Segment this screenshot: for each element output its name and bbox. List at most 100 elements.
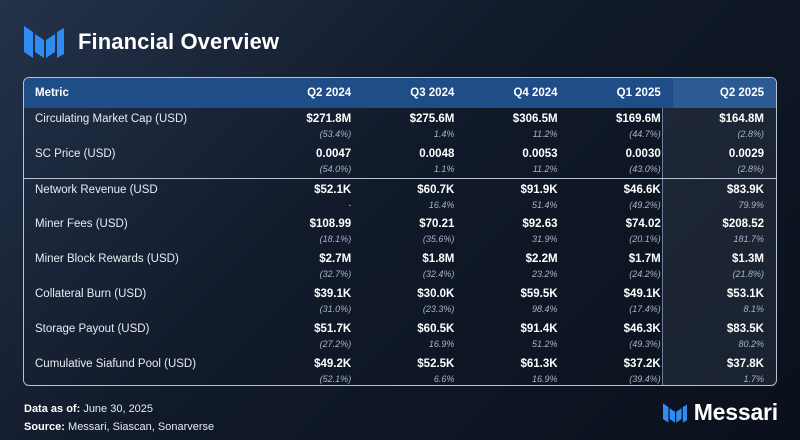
table-row: Network Revenue (USD $52.1K - $60.7K 16.4% $9… bbox=[24, 177, 776, 213]
table-cell: 0.0053 11.2% bbox=[466, 143, 569, 178]
row-metric-label: Collateral Burn (USD) bbox=[35, 288, 147, 300]
cell-change: 1.7% bbox=[743, 374, 764, 384]
cell-value: $1.3M bbox=[732, 253, 764, 265]
table-row: SC Price (USD) 0.0047 (54.0%) 0.0048 1.1% 0.0… bbox=[24, 143, 776, 178]
cell-change: (31.0%) bbox=[319, 304, 352, 314]
cell-change: 80.2% bbox=[738, 339, 764, 349]
cell-value: $271.8M bbox=[306, 113, 352, 125]
table-cell: $92.63 31.9% bbox=[466, 213, 569, 248]
table-cell: $1.3M (21.8%) bbox=[673, 248, 776, 283]
cell-value: $2.7M bbox=[319, 253, 352, 265]
table-cell: $70.21 (35.6%) bbox=[363, 213, 466, 248]
messari-brand-icon bbox=[662, 402, 687, 423]
cell-change: (2.8%) bbox=[737, 164, 764, 174]
table-cell: $1.8M (32.4%) bbox=[363, 248, 466, 283]
cell-change: (18.1%) bbox=[319, 234, 352, 244]
cell-change: (32.4%) bbox=[422, 269, 455, 279]
data-table: Metric Q2 2024 Q3 2024 Q4 2024 Q1 2025 Q… bbox=[24, 78, 776, 385]
footer-info: Data as of: June 30, 2025 Source: Messar… bbox=[24, 400, 214, 436]
data-date-value: June 30, 2025 bbox=[83, 403, 154, 415]
table-row: Storage Payout (USD) $51.7K (27.2%) $60.5K 1… bbox=[24, 318, 776, 353]
table-cell: $37.8K 1.7% bbox=[673, 353, 776, 385]
row-metric-label: Miner Block Rewards (USD) bbox=[35, 253, 179, 265]
messari-logo-icon bbox=[24, 26, 64, 58]
table-cell: $83.5K 80.2% bbox=[673, 318, 776, 353]
table-cell: $39.1K (31.0%) bbox=[260, 283, 363, 318]
cell-value: $37.8K bbox=[726, 358, 764, 370]
table-cell: 0.0047 (54.0%) bbox=[260, 143, 363, 178]
page-title: Financial Overview bbox=[78, 29, 280, 54]
table-cell: 0.0030 (43.0%) bbox=[570, 143, 673, 178]
table-cell: $37.2K (39.4%) bbox=[570, 353, 673, 385]
cell-value: $60.5K bbox=[417, 323, 455, 335]
cell-change: (21.8%) bbox=[732, 269, 764, 279]
cell-value: $53.1K bbox=[726, 288, 764, 300]
cell-value: $46.3K bbox=[623, 323, 661, 335]
table-cell: $53.1K 8.1% bbox=[673, 283, 776, 318]
cell-value: 0.0053 bbox=[522, 148, 558, 160]
column-header-q4-2024: Q4 2024 bbox=[513, 87, 558, 99]
cell-change: (53.4%) bbox=[319, 129, 352, 139]
cell-value: $74.02 bbox=[625, 218, 661, 230]
table-header-row: Metric Q2 2024 Q3 2024 Q4 2024 Q1 2025 Q… bbox=[24, 78, 776, 108]
page-header: Financial Overview bbox=[24, 22, 279, 62]
cell-value: $275.6M bbox=[409, 113, 455, 125]
table-row: Circulating Market Cap (USD) $271.8M (53.4… bbox=[24, 108, 776, 143]
cell-change: 31.9% bbox=[532, 234, 558, 244]
highlight-column-q2-2025 bbox=[662, 78, 776, 385]
cell-value: 0.0048 bbox=[419, 148, 455, 160]
column-header-q1-2025: Q1 2025 bbox=[616, 87, 661, 99]
cell-change: (43.0%) bbox=[629, 164, 661, 174]
cell-value: 0.0030 bbox=[625, 148, 661, 160]
cell-change: 16.9% bbox=[532, 374, 558, 384]
table-cell: $46.3K (49.3%) bbox=[570, 318, 673, 353]
cell-value: $39.1K bbox=[314, 288, 352, 300]
table-cell: $49.1K (17.4%) bbox=[570, 283, 673, 318]
table-cell: $74.02 (20.1%) bbox=[570, 213, 673, 248]
cell-change: 79.9% bbox=[738, 199, 764, 210]
cell-value: $37.2K bbox=[623, 358, 661, 370]
cell-change: 51.2% bbox=[532, 339, 558, 349]
table-cell: $169.6M (44.7%) bbox=[570, 108, 673, 143]
cell-change: (52.1%) bbox=[319, 374, 352, 384]
cell-change: 51.4% bbox=[532, 199, 558, 210]
table-cell: $91.4K 51.2% bbox=[466, 318, 569, 353]
table-cell: $164.8M (2.8%) bbox=[673, 108, 776, 143]
cell-change: 8.1% bbox=[743, 304, 764, 314]
table-cell: $30.0K (23.3%) bbox=[363, 283, 466, 318]
data-source-value: Messari, Siascan, Sonarverse bbox=[68, 421, 215, 433]
cell-change: 23.2% bbox=[532, 269, 558, 279]
table-cell: $2.7M (32.7%) bbox=[260, 248, 363, 283]
cell-value: $306.5M bbox=[512, 113, 558, 125]
table-row: Cumulative Siafund Pool (USD) $49.2K (52.1… bbox=[24, 353, 776, 385]
cell-change: (20.1%) bbox=[629, 234, 661, 244]
cell-value: $61.3K bbox=[520, 358, 558, 370]
table-cell: $108.99 (18.1%) bbox=[260, 213, 363, 248]
table-cell: $52.5K 6.6% bbox=[363, 353, 466, 385]
cell-value: $2.2M bbox=[525, 253, 558, 265]
data-date: Data as of: June 30, 2025 bbox=[24, 400, 214, 418]
cell-change: (2.8%) bbox=[737, 129, 764, 139]
cell-change: (17.4%) bbox=[629, 304, 661, 314]
column-header-q2-2025: Q2 2025 bbox=[672, 78, 776, 108]
data-source: Source: Messari, Siascan, Sonarverse bbox=[24, 418, 214, 436]
cell-value: $70.21 bbox=[419, 218, 455, 230]
cell-value: $92.63 bbox=[522, 218, 558, 230]
cell-value: $208.52 bbox=[722, 218, 764, 230]
cell-change: (24.2%) bbox=[629, 269, 661, 279]
cell-value: $49.2K bbox=[314, 358, 352, 370]
column-header-q3-2024: Q3 2024 bbox=[410, 87, 455, 99]
data-date-label: Data as of: bbox=[24, 403, 81, 415]
table-cell: $59.5K 98.4% bbox=[466, 283, 569, 318]
cell-value: $60.7K bbox=[417, 183, 455, 196]
cell-value: $52.1K bbox=[314, 183, 352, 196]
row-metric-label: Circulating Market Cap (USD) bbox=[35, 113, 188, 125]
cell-value: $46.6K bbox=[623, 183, 661, 196]
cell-change: - bbox=[348, 199, 352, 210]
brand-logo: Messari bbox=[662, 399, 778, 426]
cell-change: 181.7% bbox=[733, 234, 764, 244]
cell-change: 11.2% bbox=[532, 164, 558, 174]
cell-value: $91.4K bbox=[520, 323, 558, 335]
table-cell: $61.3K 16.9% bbox=[466, 353, 569, 385]
financial-table: Metric Q2 2024 Q3 2024 Q4 2024 Q1 2025 Q… bbox=[23, 77, 777, 386]
